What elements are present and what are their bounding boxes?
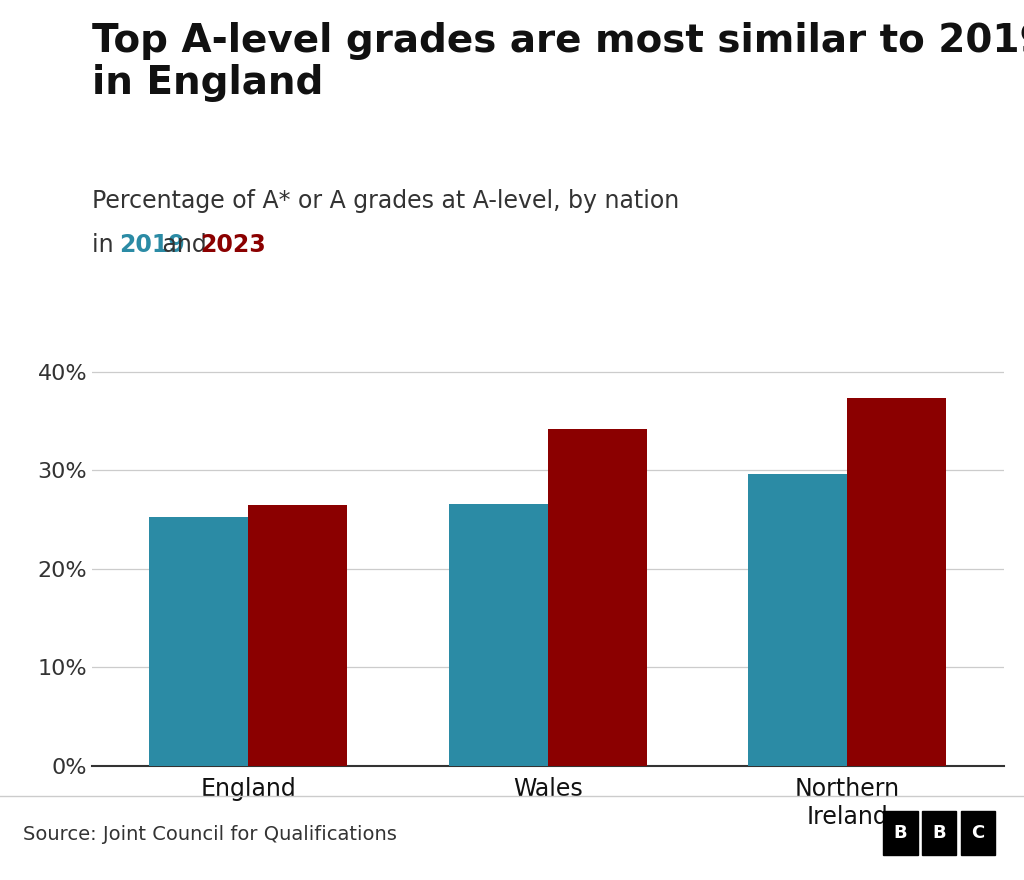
Text: C: C xyxy=(972,825,984,842)
Text: 2019: 2019 xyxy=(119,233,185,257)
Text: and: and xyxy=(156,233,214,257)
Bar xyxy=(150,517,249,766)
Text: Top A-level grades are most similar to 2019
in England: Top A-level grades are most similar to 2… xyxy=(92,22,1024,102)
Bar xyxy=(449,503,548,766)
Bar xyxy=(249,504,347,766)
Text: in: in xyxy=(92,233,121,257)
Bar xyxy=(548,429,647,766)
Bar xyxy=(749,474,847,766)
Text: B: B xyxy=(932,825,946,842)
Bar xyxy=(847,399,946,766)
Text: B: B xyxy=(893,825,907,842)
Text: Source: Joint Council for Qualifications: Source: Joint Council for Qualifications xyxy=(23,825,396,844)
Text: Percentage of A* or A grades at A-level, by nation: Percentage of A* or A grades at A-level,… xyxy=(92,189,679,213)
Text: 2023: 2023 xyxy=(201,233,266,257)
